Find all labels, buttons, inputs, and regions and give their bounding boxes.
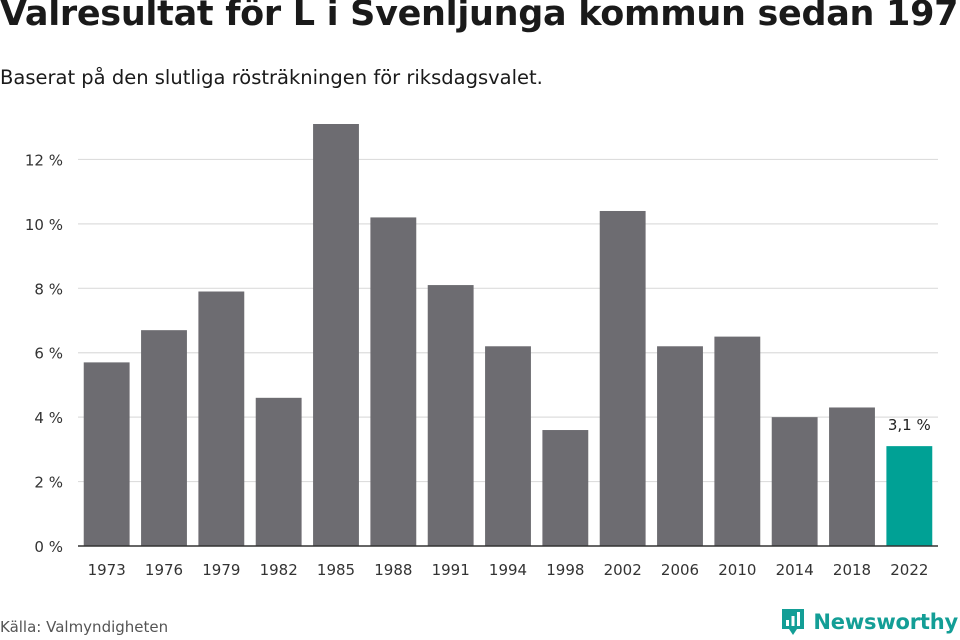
data-label: 3,1 %	[888, 416, 931, 434]
x-tick-label: 1976	[145, 561, 183, 579]
y-tick-label: 2 %	[34, 474, 63, 492]
x-tick-label: 2022	[890, 561, 928, 579]
y-tick-label: 4 %	[34, 409, 63, 427]
chart-title: Valresultat för L i Svenljunga kommun se…	[0, 0, 960, 34]
bar-2010	[714, 336, 761, 546]
chart-subtitle: Baserat på den slutliga rösträkningen fö…	[0, 66, 543, 89]
x-tick-label: 1998	[546, 561, 584, 579]
bar-2014	[771, 417, 818, 546]
x-tick-label: 2010	[718, 561, 756, 579]
y-tick-labels: 0 % 2 % 4 % 6 % 8 % 10 % 12 %	[25, 151, 63, 556]
brand-logo: Newsworthy	[780, 607, 958, 637]
y-tick-label: 10 %	[25, 216, 63, 234]
y-tick-label: 8 %	[34, 280, 63, 298]
newsworthy-logo-icon	[782, 609, 805, 635]
y-tick-label: 6 %	[34, 345, 63, 363]
x-tick-labels: 1973 1976 1979 1982 1985 1988 1991 1994 1998 2002…	[88, 561, 929, 579]
bar-2022	[886, 446, 933, 546]
x-tick-label: 1973	[88, 561, 126, 579]
bar-1998	[542, 430, 589, 546]
x-tick-label: 1982	[260, 561, 298, 579]
data-labels: 3,1 %	[888, 416, 931, 434]
x-tick-label: 1985	[317, 561, 355, 579]
y-tick-label: 0 %	[34, 538, 63, 556]
bar-1982	[255, 397, 302, 546]
bar-2006	[657, 346, 703, 546]
bar-1985	[313, 124, 359, 546]
bar-1988	[370, 217, 417, 546]
bar-2002	[599, 210, 646, 546]
x-tick-label: 1979	[202, 561, 240, 579]
y-tick-label: 12 %	[25, 151, 63, 169]
bar-1979	[198, 291, 245, 546]
x-tick-label: 2018	[833, 561, 871, 579]
x-tick-label: 1994	[489, 561, 527, 579]
bar-1973	[83, 362, 130, 546]
bar-1994	[485, 346, 531, 546]
x-tick-label: 2014	[776, 561, 814, 579]
x-tick-label: 2002	[604, 561, 642, 579]
x-tick-label: 1991	[432, 561, 470, 579]
brand-name: Newsworthy	[813, 610, 958, 634]
bar-1991	[427, 285, 474, 546]
bar-1976	[141, 330, 187, 546]
bars	[83, 124, 933, 546]
x-tick-label: 1988	[374, 561, 412, 579]
source-note: Källa: Valmyndigheten	[0, 618, 169, 636]
bar-2018	[829, 407, 875, 546]
x-tick-label: 2006	[661, 561, 699, 579]
